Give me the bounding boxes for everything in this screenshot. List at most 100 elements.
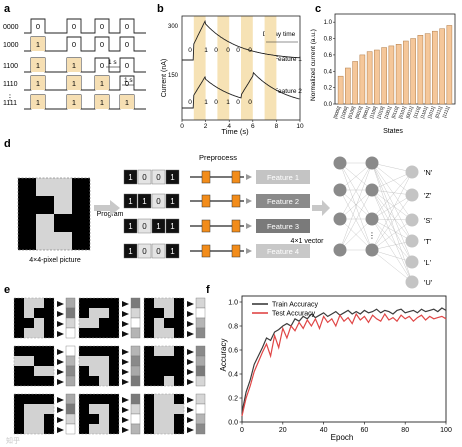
ytick-label: 0.6 <box>228 348 238 355</box>
sample-feature-cell <box>130 423 141 435</box>
sample-pixel <box>174 298 184 308</box>
sample-frame <box>13 393 55 435</box>
pulse-bit: 0 <box>72 40 76 49</box>
sample-arrow <box>57 427 64 433</box>
sample-pixel <box>109 298 119 308</box>
sample-pixel <box>174 318 184 328</box>
sample-frame <box>13 297 55 339</box>
pixel-cell <box>18 178 36 196</box>
sample-arrow <box>122 311 129 317</box>
code-bit: 1 <box>170 222 175 231</box>
ytick-label: 0.4 <box>228 372 238 379</box>
sample-feature-cell <box>65 307 76 319</box>
pulse-bit: 0 <box>125 61 129 70</box>
sample-feature-cell <box>130 307 141 319</box>
ytick-150: 150 <box>168 73 179 79</box>
state-bar <box>446 25 453 105</box>
code-bit: 0 <box>156 173 161 182</box>
sample-pixel <box>89 328 99 338</box>
sample-pixel <box>109 404 119 414</box>
hidden-neuron <box>365 183 379 197</box>
nn-edge <box>339 189 373 251</box>
pulse-bit: 1 <box>100 98 104 107</box>
sample-pixel <box>14 404 24 414</box>
nn-edge <box>371 219 413 251</box>
panel-b-ylabel: Current (nA) <box>161 59 168 98</box>
output-neuron <box>405 275 419 289</box>
feature-label: Feature 4 <box>267 247 299 256</box>
sample-pixel <box>144 376 154 386</box>
sample-arrow <box>187 369 194 375</box>
sample-pixel <box>79 328 89 338</box>
sample-pixel <box>109 308 119 318</box>
sample-arrow <box>187 379 194 385</box>
row-label: 1110 <box>3 81 18 88</box>
sample-pixel <box>109 414 119 424</box>
sample-pixel <box>79 394 89 404</box>
sample-pixel <box>14 318 24 328</box>
sample-arrow <box>57 321 64 327</box>
sample-feature-cell <box>130 393 141 405</box>
sample-pixel <box>109 346 119 356</box>
sample-pixel <box>89 298 99 308</box>
device-electrode <box>201 244 211 258</box>
code-cell <box>151 193 166 209</box>
sample-pixel <box>34 308 44 318</box>
bit-label: 0 <box>248 99 252 106</box>
sample-pixel <box>99 298 109 308</box>
hidden-neuron <box>365 156 379 170</box>
pulse-bit: 1 <box>72 98 76 107</box>
sample-arrow <box>187 301 194 307</box>
device-arrow <box>246 223 252 229</box>
pulse-bit: 0 <box>72 22 76 31</box>
sample-frame <box>143 345 185 387</box>
bit-label: 0 <box>214 99 218 106</box>
sample-pixel <box>14 366 24 376</box>
sample-feature-cell <box>195 317 206 329</box>
nn-edge <box>371 162 413 221</box>
bit-label: 1 <box>204 99 208 106</box>
legend-entry: Train Accuracy <box>272 302 319 309</box>
code-cell <box>137 218 152 234</box>
sample-pixel <box>79 424 89 434</box>
state-bar <box>337 75 344 105</box>
pulse-fill <box>95 76 109 90</box>
pulse-bit: 0 <box>100 22 104 31</box>
state-bar <box>359 54 366 105</box>
state-bar <box>395 44 402 105</box>
xtick-label: 6 <box>251 123 255 130</box>
sample-pixel <box>24 346 34 356</box>
train-accuracy-line <box>241 307 447 413</box>
sample-pixel <box>99 318 109 328</box>
panel-label-e: e <box>4 284 10 296</box>
state-tick-label: [0100] <box>347 106 356 120</box>
nn-edge <box>371 194 413 251</box>
sample-pixel <box>144 394 154 404</box>
sample-pixel <box>14 394 24 404</box>
sample-pixel <box>24 318 34 328</box>
code-bit: 1 <box>128 197 133 206</box>
bit-label: 0 <box>214 47 218 54</box>
nn-edge <box>339 162 373 191</box>
state-bar <box>345 67 351 105</box>
pipeline-diagram: 4×4-pixel picture Program Preprocess 4×1… <box>17 153 433 289</box>
panel-label-b: b <box>157 3 164 15</box>
state-tick-label: [0000] <box>332 106 341 120</box>
output-neuron <box>405 213 419 227</box>
class-label: 'T' <box>424 237 432 246</box>
code-bit: 1 <box>156 222 161 231</box>
sample-pixel <box>154 366 164 376</box>
state-tick-label: [1101] <box>420 106 429 119</box>
nn-edge <box>371 189 413 263</box>
bit-label: 1 <box>226 99 230 106</box>
sample-pixel <box>109 318 119 328</box>
sample-frame <box>78 297 120 339</box>
pixel-picture-caption: 4×4-pixel picture <box>29 257 81 264</box>
sample-pixel <box>24 394 34 404</box>
feature-label: Feature 2 <box>267 197 299 206</box>
code-bit: 0 <box>142 247 147 256</box>
code-bit: 0 <box>156 247 161 256</box>
row-ellipsis: ⋮ <box>6 93 14 102</box>
sample-pixel <box>174 424 184 434</box>
